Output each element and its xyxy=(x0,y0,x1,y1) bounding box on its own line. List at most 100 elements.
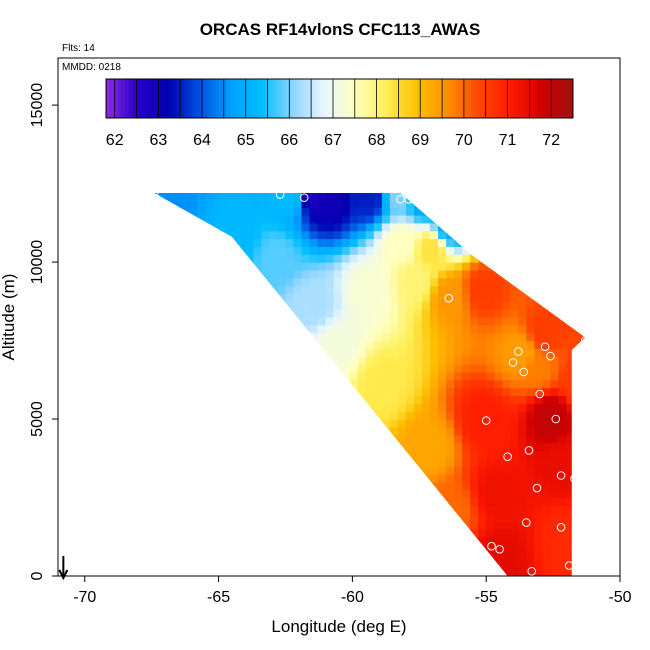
heatmap-cell xyxy=(197,309,206,318)
heatmap-cell xyxy=(381,568,391,576)
heatmap-cell xyxy=(173,552,182,561)
heatmap-cell xyxy=(397,426,407,436)
heatmap-cell xyxy=(558,528,568,538)
heatmap-cell xyxy=(333,387,343,397)
heatmap-cell xyxy=(213,262,222,271)
heatmap-cell xyxy=(261,371,271,381)
heatmap-cell xyxy=(309,371,319,381)
heatmap-cell xyxy=(421,521,431,530)
heatmap-cell xyxy=(518,489,527,499)
heatmap-cell xyxy=(154,246,158,255)
heatmap-cell xyxy=(165,442,174,452)
heatmap-cell xyxy=(325,371,335,381)
heatmap-cell xyxy=(277,324,287,334)
heatmap-cell xyxy=(582,528,586,538)
heatmap-cell xyxy=(341,214,351,224)
heatmap-cell xyxy=(301,230,311,240)
heatmap-cell xyxy=(454,230,463,240)
heatmap-cell xyxy=(333,222,343,232)
heatmap-cell xyxy=(154,544,158,554)
heatmap-cell xyxy=(542,442,552,452)
heatmap-cell xyxy=(165,497,174,506)
y-tick-label: 10000 xyxy=(29,240,46,285)
heatmap-cell xyxy=(229,246,238,255)
heatmap-cell xyxy=(213,450,222,459)
heatmap-cell xyxy=(245,332,254,342)
heatmap-cell xyxy=(293,364,303,373)
heatmap-cell xyxy=(229,184,238,192)
heatmap-cell xyxy=(494,560,503,569)
heatmap-cell xyxy=(342,184,351,192)
heatmap-cell xyxy=(221,230,230,240)
heatmap-cell xyxy=(341,340,351,349)
heatmap-cell xyxy=(157,332,166,342)
heatmap-cell xyxy=(413,340,423,349)
heatmap-cell xyxy=(237,411,246,420)
heatmap-cell xyxy=(221,317,230,326)
heatmap-cell xyxy=(494,309,503,318)
heatmap-cell xyxy=(285,411,295,420)
heatmap-cell xyxy=(526,324,535,334)
heatmap-cell xyxy=(357,371,367,381)
heatmap-cell xyxy=(301,356,311,365)
heatmap-cell xyxy=(237,450,246,459)
heatmap-cell xyxy=(502,379,511,389)
heatmap-cell xyxy=(165,536,174,546)
heatmap-cell xyxy=(421,419,431,428)
heatmap-cell xyxy=(429,269,439,279)
heatmap-cell xyxy=(277,293,287,302)
heatmap-cell xyxy=(494,254,503,263)
heatmap-cell xyxy=(245,364,254,373)
heatmap-cell xyxy=(253,309,262,318)
heatmap-cell xyxy=(534,426,543,436)
heatmap-cell xyxy=(558,184,567,192)
heatmap-cell xyxy=(269,521,279,530)
heatmap-cell xyxy=(574,387,584,397)
heatmap-cell xyxy=(574,324,584,334)
heatmap-cell xyxy=(582,199,586,208)
heatmap-cell xyxy=(462,528,471,538)
heatmap-cell xyxy=(277,317,287,326)
heatmap-cell xyxy=(253,528,262,538)
heatmap-cell xyxy=(221,458,230,467)
heatmap-cell xyxy=(253,552,262,561)
heatmap-cell xyxy=(261,254,271,263)
heatmap-cell xyxy=(237,364,246,373)
heatmap-cell xyxy=(197,544,206,554)
heatmap-cell xyxy=(349,442,359,452)
heatmap-cell xyxy=(253,513,262,522)
heatmap-cell xyxy=(454,513,463,522)
heatmap-cell xyxy=(518,199,527,208)
colorbar-strip xyxy=(261,79,267,118)
heatmap-cell xyxy=(293,434,303,444)
heatmap-cell xyxy=(591,435,600,443)
heatmap-cell xyxy=(213,199,222,208)
heatmap-cell xyxy=(486,379,495,389)
heatmap-cell xyxy=(454,332,463,342)
heatmap-cell xyxy=(325,489,335,499)
heatmap-cell xyxy=(438,309,447,318)
heatmap-cell xyxy=(229,222,238,232)
heatmap-cell xyxy=(438,552,447,561)
heatmap-cell xyxy=(566,193,576,200)
heatmap-cell xyxy=(165,481,174,491)
heatmap-cell xyxy=(566,309,576,318)
heatmap-cell xyxy=(205,481,214,491)
heatmap-cell xyxy=(349,309,359,318)
heatmap-cell xyxy=(237,254,246,263)
x-tick-label: -65 xyxy=(207,589,230,606)
colorbar-strip xyxy=(141,79,146,118)
heatmap-cell xyxy=(269,560,279,569)
heatmap-cell xyxy=(205,411,214,420)
heatmap-cell xyxy=(405,426,415,436)
heatmap-cell xyxy=(277,277,287,287)
heatmap-cell xyxy=(285,238,295,247)
heatmap-cell xyxy=(269,340,279,349)
heatmap-cell xyxy=(317,317,327,326)
heatmap-cell xyxy=(518,193,527,200)
colorbar-strip xyxy=(288,79,294,118)
heatmap-cell xyxy=(397,419,407,428)
heatmap-cell xyxy=(237,544,246,554)
heatmap-cell xyxy=(566,481,576,491)
heatmap-cell xyxy=(566,246,576,255)
